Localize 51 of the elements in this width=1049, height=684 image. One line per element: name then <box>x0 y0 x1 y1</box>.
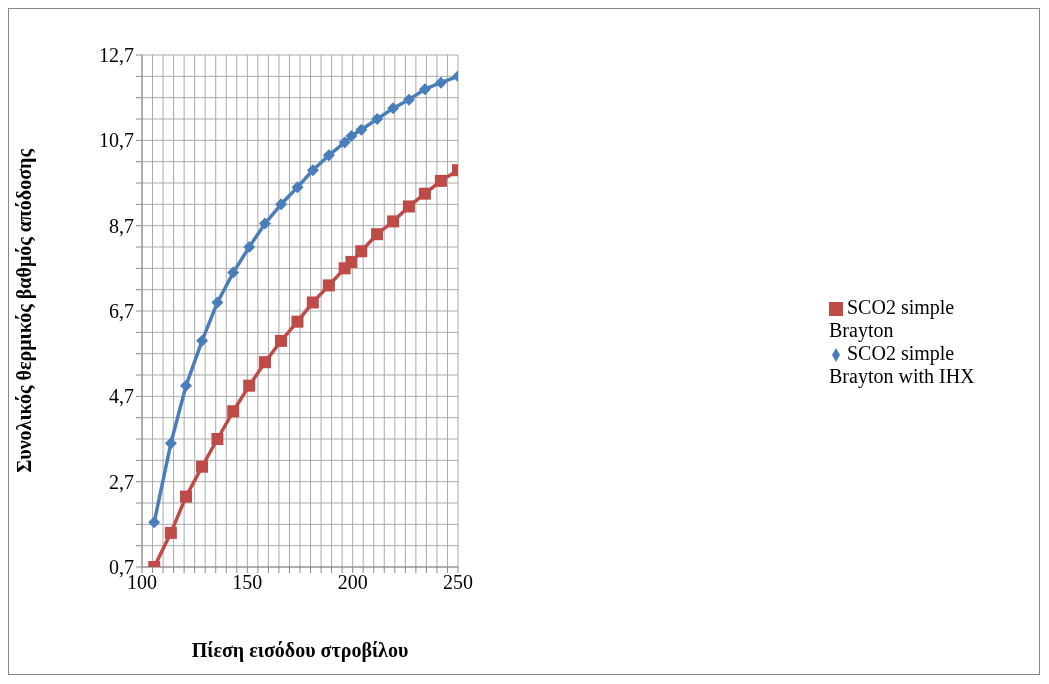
point <box>227 266 240 279</box>
point <box>211 296 224 309</box>
point <box>434 76 447 89</box>
point <box>402 200 415 213</box>
x-axis-title: Πίεση εισόδου στροβίλου <box>191 639 409 662</box>
point <box>306 296 319 309</box>
point <box>402 93 415 106</box>
point <box>322 149 335 162</box>
point <box>371 228 384 241</box>
point <box>338 136 351 149</box>
point <box>275 198 288 211</box>
point <box>259 217 272 230</box>
y-tick-label: 2,7 <box>109 470 134 493</box>
point <box>211 433 224 445</box>
point <box>387 102 400 115</box>
y-tick-label: 8,7 <box>109 214 134 237</box>
point <box>148 516 161 529</box>
point <box>355 123 368 136</box>
point <box>345 130 358 143</box>
point <box>434 174 447 187</box>
y-tick-label: 12,7 <box>99 44 134 67</box>
point <box>275 334 288 347</box>
point <box>291 315 304 328</box>
legend-label: SCO2 simple Brayton with IHX <box>829 341 975 387</box>
point <box>371 113 384 125</box>
y-tick-label: 6,7 <box>109 300 134 323</box>
point <box>355 245 368 258</box>
point <box>164 526 177 539</box>
point <box>387 215 400 228</box>
point <box>196 334 209 347</box>
point <box>345 255 358 268</box>
x-tick-label: 150 <box>232 571 263 594</box>
point <box>227 405 240 418</box>
x-tick-label: 200 <box>337 571 368 594</box>
y-tick-label: 4,7 <box>109 385 134 408</box>
y-tick-label: 10,7 <box>99 129 134 152</box>
point <box>164 437 177 450</box>
point <box>243 379 256 392</box>
point <box>243 241 256 253</box>
point <box>180 490 193 503</box>
point <box>418 83 431 96</box>
point <box>180 379 193 392</box>
legend-label: SCO2 simple Brayton <box>829 295 955 341</box>
x-tick-label: 250 <box>443 571 473 594</box>
point <box>322 279 335 292</box>
point <box>259 356 272 369</box>
point <box>196 460 209 473</box>
point <box>291 181 304 194</box>
y-axis-title: Συνολικός θερμικός βαθμός απόδοσης <box>13 148 37 473</box>
point <box>418 187 431 200</box>
point <box>306 164 319 177</box>
